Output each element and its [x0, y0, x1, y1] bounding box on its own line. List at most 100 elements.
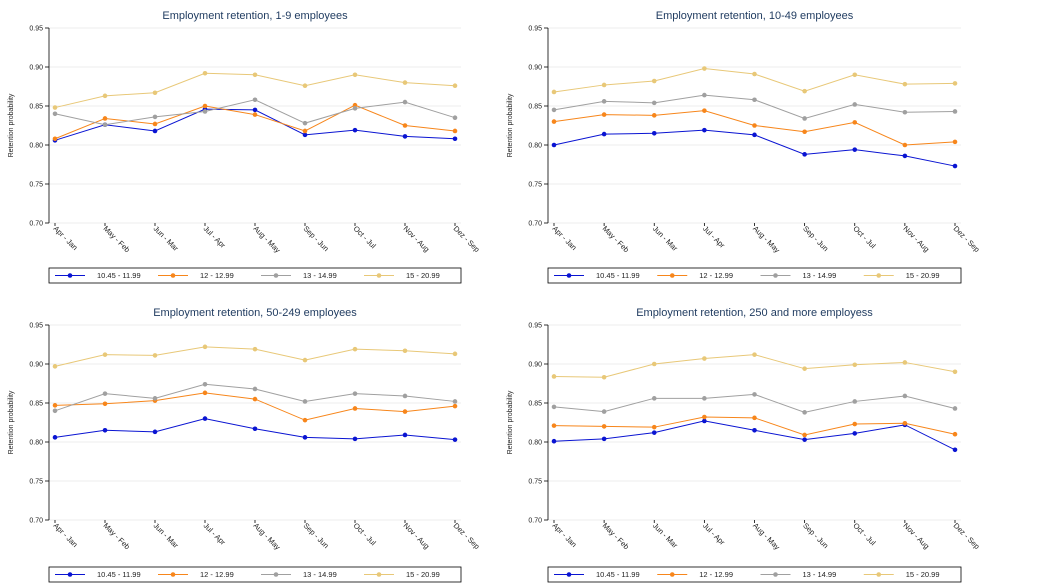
data-point	[102, 401, 108, 407]
data-point	[352, 106, 358, 111]
legend-label: 12 - 12.99	[200, 271, 234, 280]
data-point	[802, 129, 807, 135]
legend-swatch-marker	[566, 572, 572, 577]
data-point	[601, 82, 607, 88]
x-tick-label: Sep - Jun	[801, 224, 830, 253]
legend-label: 12 - 12.99	[699, 271, 733, 280]
y-axis-label: Retention probability	[507, 390, 514, 454]
series-line	[54, 72, 456, 109]
x-tick-label: May - Feb	[601, 521, 631, 551]
data-point	[452, 128, 458, 134]
data-point	[252, 346, 258, 352]
y-tick-label: 0.70	[29, 221, 43, 228]
legend-swatch-marker	[273, 273, 279, 278]
y-tick-label: 0.70	[528, 221, 542, 228]
data-point	[452, 136, 458, 142]
data-point	[651, 396, 657, 401]
data-point	[651, 113, 657, 118]
data-point	[802, 432, 807, 438]
chart-panel: Employment retention, 10-49 employees 0.7…	[507, 10, 982, 284]
legend-swatch-marker	[669, 572, 675, 577]
y-tick-label: 0.95	[528, 26, 542, 33]
data-point	[352, 346, 358, 352]
x-tick-label: Apr - Jan	[551, 521, 579, 549]
data-point	[202, 109, 208, 114]
data-point	[702, 127, 707, 133]
x-tick-label: Dez - Sep	[452, 224, 482, 254]
data-point	[702, 356, 707, 361]
x-tick-label: May - Feb	[102, 521, 132, 551]
data-point	[952, 163, 958, 169]
data-point	[702, 108, 707, 113]
data-point	[152, 121, 158, 127]
x-tick-label: Apr - Jan	[52, 224, 80, 252]
x-tick-label: Aug - May	[751, 521, 782, 552]
data-point	[52, 105, 58, 110]
y-tick-label: 0.95	[528, 323, 542, 330]
legend-label: 15 - 20.99	[406, 271, 440, 280]
legend-label: 10.45 - 11.99	[97, 570, 141, 579]
y-tick-label: 0.85	[528, 104, 542, 111]
data-point	[651, 78, 657, 84]
data-point	[402, 99, 408, 105]
data-point	[102, 352, 108, 357]
data-point	[902, 360, 908, 365]
data-point	[452, 115, 458, 120]
data-point	[752, 123, 757, 128]
data-point	[52, 435, 58, 440]
data-point	[651, 424, 657, 430]
data-point	[601, 131, 607, 137]
data-point	[551, 374, 557, 379]
data-point	[802, 88, 807, 94]
data-point	[302, 399, 308, 404]
x-tick-label: Oct - Jul	[352, 224, 378, 250]
y-tick-label: 0.80	[29, 440, 43, 447]
y-axis-label: Retention probability	[507, 93, 514, 157]
data-point	[252, 426, 258, 432]
x-tick-label: Jul - Apr	[202, 521, 228, 547]
data-point	[452, 351, 458, 357]
data-point	[802, 152, 807, 157]
y-tick-label: 0.75	[528, 479, 542, 486]
x-tick-label: Jun - Mar	[152, 521, 181, 550]
y-tick-label: 0.90	[528, 65, 542, 72]
data-point	[752, 97, 757, 103]
data-point	[302, 435, 308, 440]
data-point	[752, 415, 757, 421]
data-point	[152, 114, 158, 120]
data-point	[551, 438, 557, 444]
x-tick-label: Apr - Jan	[52, 521, 80, 549]
data-point	[202, 416, 208, 421]
data-point	[252, 97, 258, 103]
data-point	[952, 139, 958, 145]
data-point	[402, 409, 408, 414]
data-point	[651, 430, 657, 435]
data-point	[452, 403, 458, 409]
data-point	[902, 393, 908, 399]
legend-swatch-marker	[170, 273, 176, 278]
data-point	[352, 391, 358, 396]
data-point	[352, 436, 358, 442]
y-tick-label: 0.75	[528, 182, 542, 189]
data-point	[402, 432, 408, 438]
chart-panel: Employment retention, 1-9 employees 0.70 0…	[8, 10, 482, 284]
data-point	[852, 431, 858, 436]
data-point	[402, 393, 408, 399]
data-point	[601, 99, 607, 104]
data-point	[852, 120, 858, 125]
data-point	[752, 392, 757, 397]
data-point	[551, 119, 557, 124]
x-tick-label: Dez - Sep	[452, 521, 482, 551]
data-point	[202, 344, 208, 350]
y-axis-label: Retention probability	[8, 93, 15, 157]
legend-swatch-marker	[773, 572, 778, 577]
data-point	[601, 374, 607, 380]
data-point	[902, 153, 908, 159]
y-tick-label: 0.70	[528, 518, 542, 525]
data-point	[452, 437, 458, 442]
data-point	[852, 147, 858, 152]
x-tick-label: May - Feb	[601, 224, 631, 254]
data-point	[102, 428, 108, 433]
x-tick-label: Oct - Jul	[851, 521, 877, 547]
data-point	[601, 436, 607, 442]
